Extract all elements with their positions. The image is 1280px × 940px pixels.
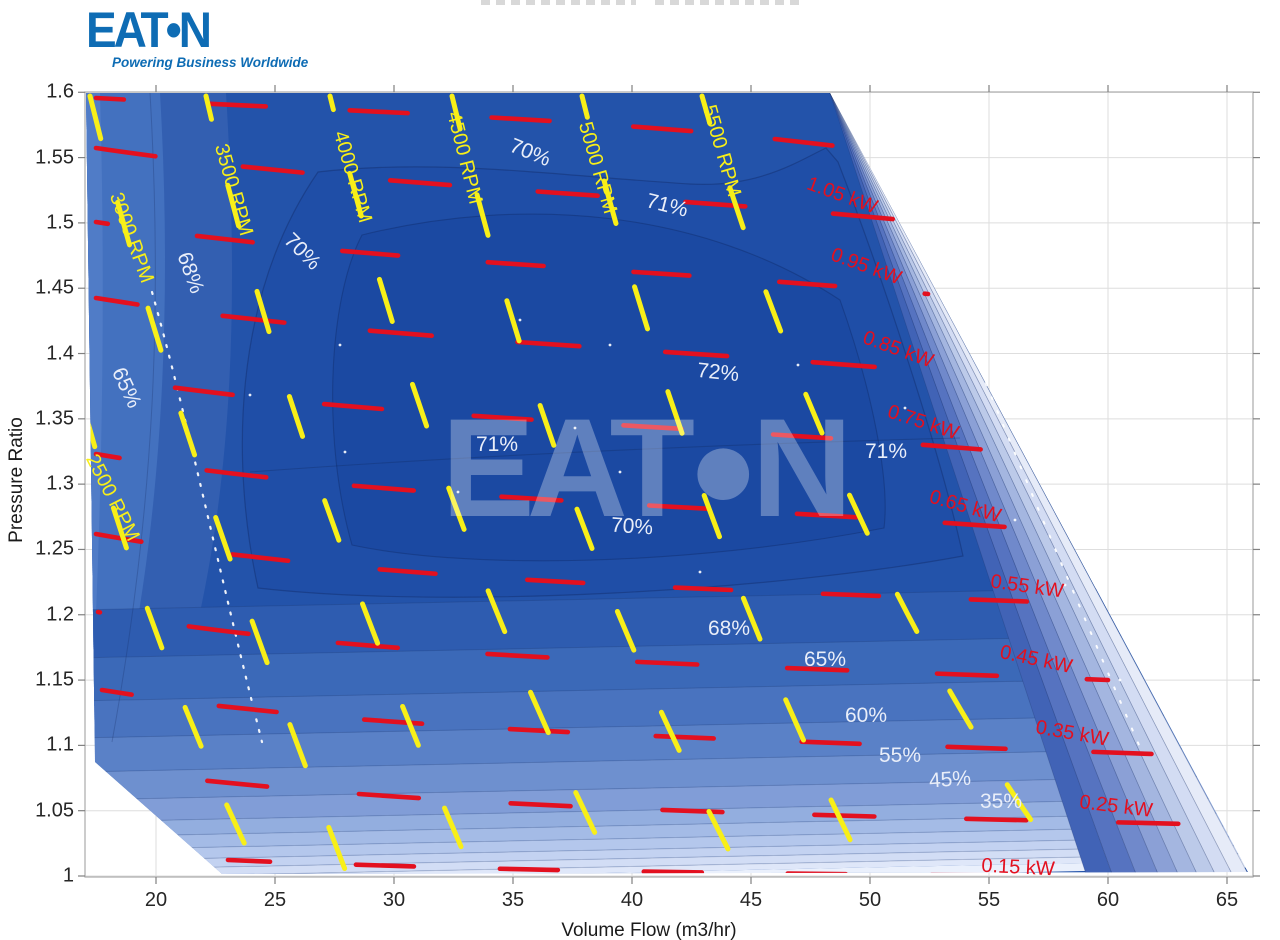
power-line-0.95kw (93, 219, 931, 297)
x-tick-label: 55 (977, 889, 1001, 911)
efficiency-label: 71% (475, 433, 519, 456)
y-tick-label: 1.1 (46, 733, 74, 756)
x-tick-label: 30 (382, 889, 406, 911)
x-tick-label: 50 (858, 889, 882, 911)
speed-line-4000rpm (327, 93, 617, 874)
x-tick-label: 40 (620, 889, 644, 911)
y-tick-label: 1.55 (35, 146, 74, 169)
efficiency-label: 60% (844, 704, 888, 727)
power-line-0.15kw (225, 857, 1103, 874)
y-tick-label: 1.5 (46, 211, 74, 234)
efficiency-label: 35% (979, 790, 1023, 813)
contour-fan-right (829, 93, 1248, 874)
y-tick-label: 1.3 (46, 472, 74, 495)
power-line-0.45kw (95, 609, 1111, 683)
power-line-0.65kw (93, 451, 1023, 531)
contour-band-65-left (86, 93, 165, 720)
efficiency-label: 55% (878, 744, 922, 767)
kw-line-label: 0.15 kW (980, 854, 1056, 881)
dotted-white-lines (150, 290, 1143, 753)
x-tick-label: 20 (144, 889, 168, 911)
speed-line-3500rpm (203, 93, 475, 874)
power-line-0.25kw (127, 769, 1191, 827)
x-tick-label: 25 (263, 889, 287, 911)
cropped-title-remnant (655, 0, 805, 5)
x-tick-label: 35 (501, 889, 525, 911)
contour-line-faint (249, 437, 961, 473)
watermark-dot-icon: ● (687, 400, 760, 534)
y-tick-label: 1.35 (35, 407, 74, 430)
speed-line-4500rpm (449, 93, 743, 874)
speed-line-2500rpm (86, 413, 261, 874)
contour-cascade (86, 584, 1248, 874)
x-tick-label: 45 (739, 889, 763, 911)
eaton-watermark: EAT●N (441, 389, 852, 546)
x-tick-label: 65 (1215, 889, 1239, 911)
y-tick-label: 1.15 (35, 668, 74, 691)
eaton-tagline: Powering Business Worldwide (112, 55, 309, 70)
eaton-logo: EAT•N (86, 1, 212, 59)
y-tick-label: 1.2 (46, 603, 74, 626)
y-axis-title: Pressure Ratio (6, 417, 27, 543)
y-tick-label: 1.05 (35, 799, 74, 822)
efficiency-label: 65% (803, 648, 847, 671)
y-tick-label: 1.6 (46, 80, 74, 103)
power-line-0.55kw (93, 531, 1095, 607)
y-tick-label: 1 (62, 864, 74, 887)
cropped-title-remnant (481, 0, 636, 5)
efficiency-label: 71% (864, 440, 908, 463)
speed-lines (86, 93, 1073, 874)
efficiency-label: 45% (928, 766, 972, 793)
x-axis-title: Volume Flow (m3/hr) (561, 920, 737, 940)
efficiency-label: 72% (695, 358, 741, 387)
axis-ticks (78, 85, 1260, 884)
y-tick-label: 1.25 (35, 537, 74, 560)
power-line-0.85kw (93, 295, 961, 377)
y-tick-label: 1.45 (35, 276, 74, 299)
y-tick-label: 1.4 (46, 342, 74, 365)
efficiency-label: 68% (707, 617, 751, 640)
speed-line-5000rpm (579, 93, 869, 874)
power-line-0.75kw (93, 373, 991, 453)
contour-region-72pct (332, 213, 886, 562)
power-line-0.35kw (99, 687, 1155, 757)
x-tick-label: 60 (1096, 889, 1120, 911)
contour-line-left (111, 93, 156, 743)
